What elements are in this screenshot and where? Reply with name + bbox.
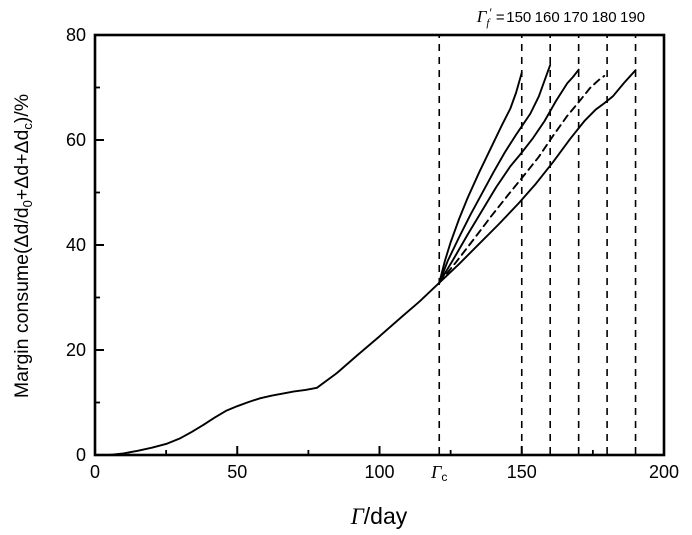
top-annotation-value: 150	[506, 9, 531, 26]
y-axis-title-part: )/%	[11, 94, 33, 123]
gamma-c-tick-label: Γc	[430, 462, 447, 484]
series-main	[108, 281, 441, 456]
series-gf-160	[438, 63, 552, 284]
x-tick-label: 100	[364, 462, 394, 482]
y-tick-label: 40	[66, 235, 86, 255]
x-tick-label: 50	[227, 462, 247, 482]
y-tick-label: 80	[66, 25, 86, 45]
top-annotation-value: 170	[563, 9, 588, 26]
y-axis-title-subscript: c	[20, 123, 35, 130]
x-tick-label: 150	[507, 462, 537, 482]
gamma-symbol: Γ	[350, 504, 365, 529]
y-axis-title: Margin consume(Δd/d0+Δd+Δdc)/%	[11, 94, 35, 398]
y-tick-label: 60	[66, 130, 86, 150]
y-axis-title-subscript: 0	[20, 200, 35, 207]
top-annotation-value: 190	[620, 9, 645, 26]
series-gf-170	[438, 68, 580, 284]
y-tick-label: 20	[66, 340, 86, 360]
x-tick-label: 0	[90, 462, 100, 482]
series-gf-190	[438, 69, 637, 284]
series-gf-150	[438, 71, 523, 284]
series-gf-180	[438, 74, 606, 284]
top-annotation-value: 180	[592, 9, 617, 26]
x-axis-title-unit: /day	[364, 503, 408, 529]
top-annotation-prefix: Γf′ =	[476, 6, 505, 29]
y-tick-label: 0	[76, 445, 86, 465]
top-annotation-value: 160	[535, 9, 560, 26]
x-tick-label: 200	[649, 462, 679, 482]
x-axis-title: Γ/day	[350, 503, 408, 529]
y-axis-title-part: +Δd+Δd	[11, 130, 33, 201]
y-axis-title-part: Margin consume(Δd/d	[11, 207, 33, 398]
